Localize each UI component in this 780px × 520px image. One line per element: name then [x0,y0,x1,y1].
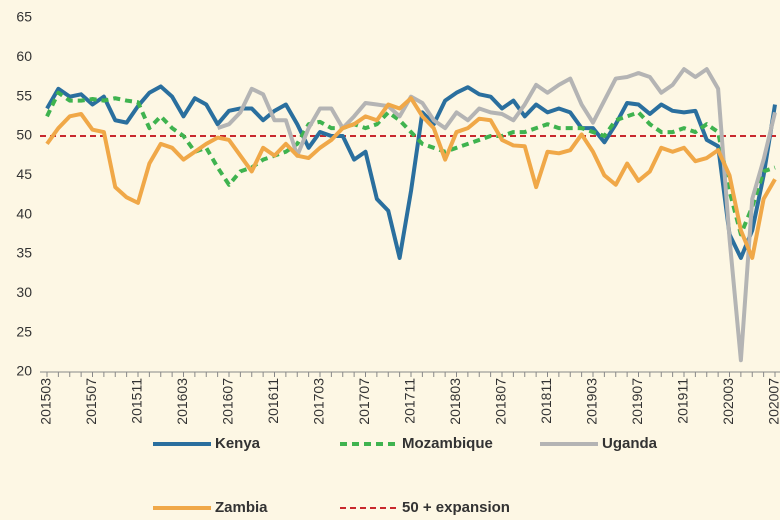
series-line [45,96,777,260]
x-tick-label: 201803 [447,378,463,425]
y-tick-label: 65 [16,9,32,25]
legend-label: 50 + expansion [402,499,510,516]
x-tick-label: 201911 [675,378,691,424]
x-tick-label: 201707 [356,378,372,425]
x-tick-label: 201611 [265,378,281,424]
y-tick-label: 40 [16,205,32,221]
y-tick-label: 60 [16,48,32,64]
x-tick-label: 201507 [83,378,99,425]
x-tick-label: 201811 [538,378,554,424]
legend-label: Zambia [215,499,268,516]
legend-label: Mozambique [402,435,493,452]
x-tick-label: 201511 [129,378,145,424]
y-tick-label: 55 [16,87,32,103]
x-tick-label: 201907 [629,378,645,425]
series-line [45,84,777,260]
y-tick-label: 30 [16,284,32,300]
y-tick-label: 35 [16,245,32,261]
x-tick-label: 201711 [402,378,418,424]
y-tick-label: 45 [16,166,32,182]
x-tick-label: 201807 [493,378,509,425]
x-tick-label: 201903 [584,378,600,425]
y-tick-label: 20 [16,363,32,379]
x-tick-label: 201503 [38,378,54,425]
legend-label: Uganda [602,435,658,452]
y-tick-label: 25 [16,323,32,339]
series-line [216,67,777,363]
x-tick-label: 202007 [766,378,780,425]
y-tick-label: 50 [16,127,32,143]
x-tick-label: 202003 [720,378,736,425]
series-line [45,90,776,237]
x-tick-label: 201603 [174,378,190,425]
legend-label: Kenya [215,435,261,452]
x-tick-label: 201607 [220,378,236,425]
x-tick-label: 201703 [311,378,327,425]
